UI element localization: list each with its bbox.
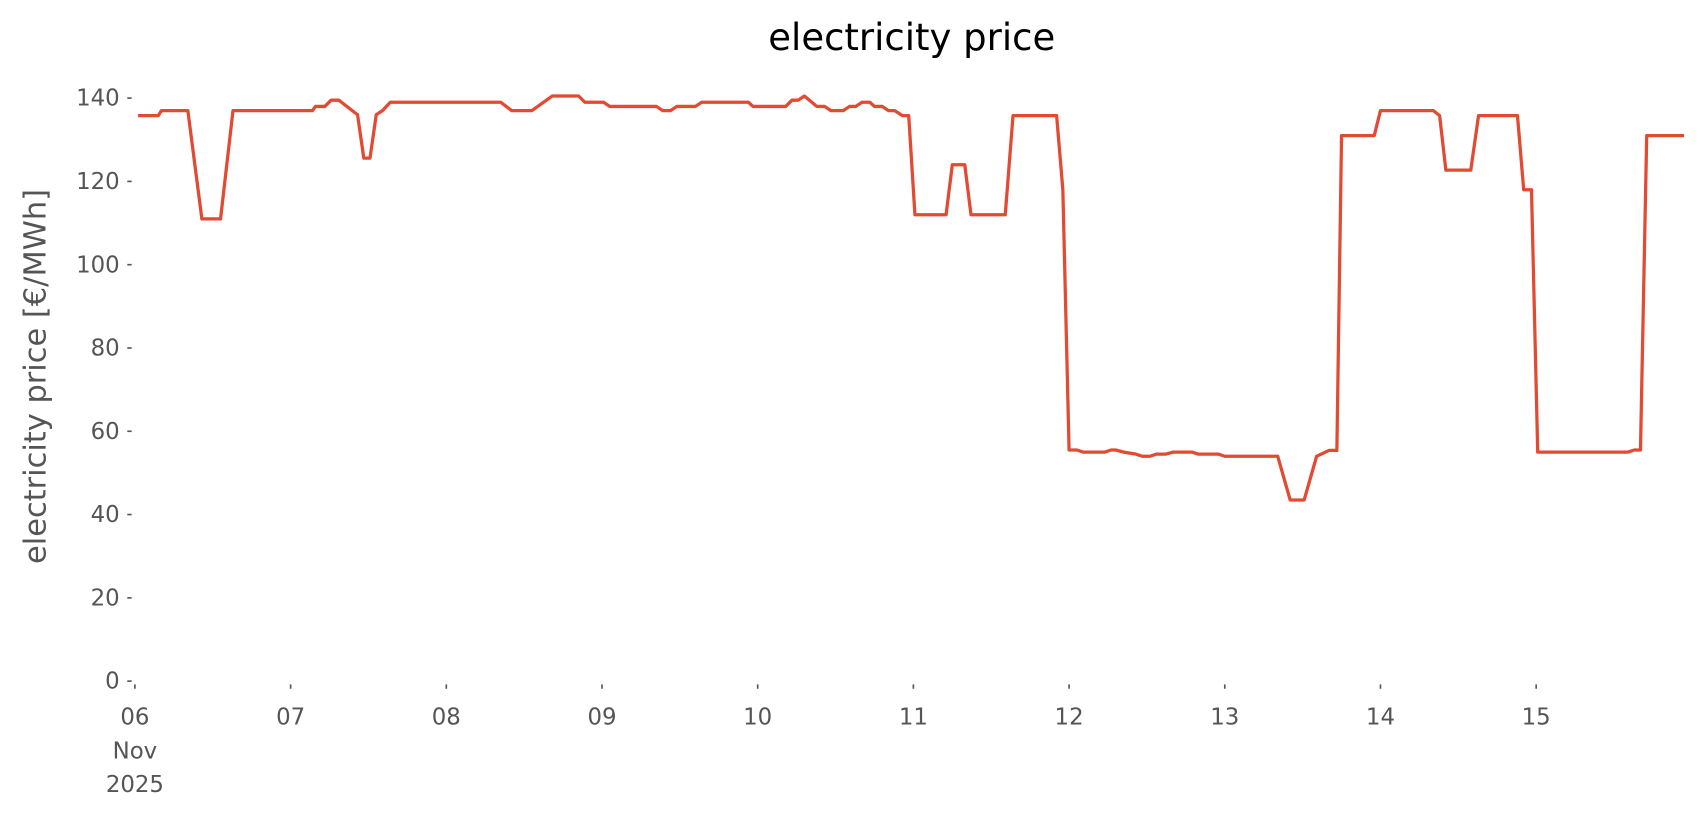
x-tick-label: 09 bbox=[587, 705, 616, 731]
x-tick-label: 14 bbox=[1366, 705, 1395, 731]
line bbox=[138, 94, 1685, 502]
y-tick-label: 80 bbox=[91, 336, 120, 362]
y-tick-label: 40 bbox=[91, 502, 120, 528]
y-axis-label: electricity price [€/MWh] bbox=[19, 189, 54, 564]
x-tick-label: 11 bbox=[899, 705, 928, 731]
x-tick-label: 15 bbox=[1522, 705, 1551, 731]
x-tick-label: 07 bbox=[276, 705, 305, 731]
y-tick-label: 20 bbox=[91, 585, 120, 611]
y-tick-label: 0 bbox=[105, 669, 120, 695]
y-tick-label: 120 bbox=[76, 169, 120, 195]
x-tick-label: 12 bbox=[1055, 705, 1084, 731]
y-tick-label: 140 bbox=[76, 86, 120, 112]
x-tick-label: 08 bbox=[432, 705, 461, 731]
x-tick-label: 10 bbox=[743, 705, 772, 731]
x-tick-label: 13 bbox=[1210, 705, 1239, 731]
y-tick-label: 60 bbox=[91, 419, 120, 445]
y-tick-label: 100 bbox=[76, 252, 120, 278]
chart-title: electricity price bbox=[768, 16, 1055, 59]
x-tick-label: 06 Nov 2025 bbox=[106, 705, 164, 798]
